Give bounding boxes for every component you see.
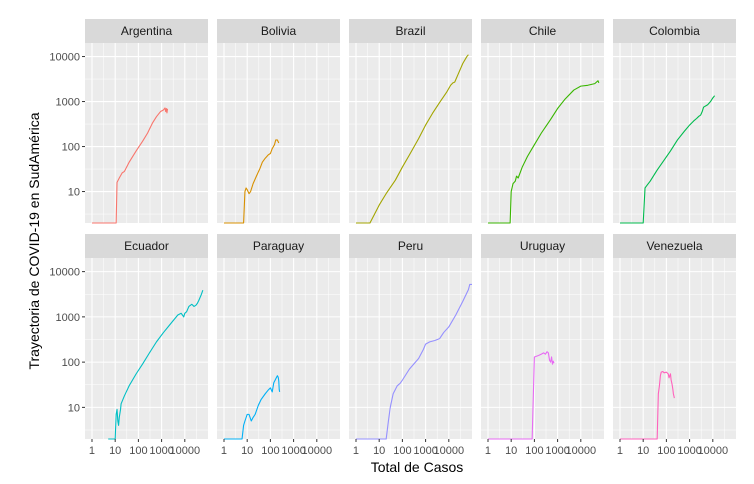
x-tick-label: 1 xyxy=(485,445,491,457)
facet-strip xyxy=(85,19,208,43)
x-tick-label: 100 xyxy=(657,445,675,457)
gridlines xyxy=(613,43,736,223)
facet-strip xyxy=(613,234,736,258)
y-tick-label: 1000 xyxy=(56,97,80,109)
series-line xyxy=(223,375,281,440)
facet-strip-label: Bolivia xyxy=(261,24,297,38)
x-tick-label: 1000 xyxy=(281,445,305,457)
facet-strip-label: Chile xyxy=(529,24,557,38)
y-tick-label: 10000 xyxy=(49,267,80,279)
series-line xyxy=(619,95,716,224)
series-line xyxy=(619,370,675,440)
facet-panel: Bolivia xyxy=(217,19,340,224)
facet-strip xyxy=(349,19,472,43)
facet-panel: Argentina xyxy=(82,19,208,224)
facet-panel: Brazil xyxy=(349,19,472,224)
series-line xyxy=(355,283,472,440)
x-tick-label: 10 xyxy=(109,445,121,457)
series-line xyxy=(108,289,204,440)
y-tick-label: 1000 xyxy=(56,312,80,324)
panel-background xyxy=(349,258,472,439)
series-line xyxy=(91,107,169,224)
facet-panel: Venezuela xyxy=(613,234,736,442)
panel-background xyxy=(481,43,604,223)
x-tick-label: 1 xyxy=(221,445,227,457)
facet-strip-label: Peru xyxy=(398,239,423,253)
y-axis-tick-labels: 10 100 1000 10000 10 100 1000 10000 xyxy=(49,52,80,415)
gridlines xyxy=(217,43,340,223)
series-line xyxy=(487,80,600,224)
gridlines xyxy=(613,258,736,439)
facet-strip-label: Colombia xyxy=(649,24,700,38)
y-tick-label: 100 xyxy=(62,357,80,369)
x-tick-label: 1000 xyxy=(677,445,701,457)
panel-background xyxy=(85,43,208,223)
x-tick-label: 100 xyxy=(129,445,147,457)
series-line xyxy=(355,54,469,224)
x-tick-label: 100 xyxy=(261,445,279,457)
panel-background xyxy=(217,258,340,439)
x-tick-label: 100 xyxy=(525,445,543,457)
x-axis-title: Total de Casos xyxy=(371,459,464,475)
x-tick-label: 1000 xyxy=(149,445,173,457)
gridlines xyxy=(481,43,604,223)
x-tick-label: 1000 xyxy=(413,445,437,457)
x-tick-label: 10 xyxy=(505,445,517,457)
gridlines xyxy=(349,43,472,223)
facet-strip xyxy=(217,234,340,258)
x-tick-label: 100 xyxy=(393,445,411,457)
x-tick-label: 10000 xyxy=(170,445,201,457)
x-tick-label: 1 xyxy=(617,445,623,457)
x-tick-label: 10 xyxy=(373,445,385,457)
facet-strip-label: Ecuador xyxy=(124,239,169,253)
x-tick-label: 10000 xyxy=(302,445,333,457)
x-tick-label: 10000 xyxy=(566,445,597,457)
x-tick-label: 10 xyxy=(241,445,253,457)
y-axis-title: Trayectoria de COVID-19 en SudAmérica xyxy=(26,112,42,369)
gridlines xyxy=(481,258,604,439)
facet-panel: Chile xyxy=(481,19,604,224)
series-line xyxy=(487,351,555,440)
x-tick-label: 1000 xyxy=(545,445,569,457)
facet-strip xyxy=(613,19,736,43)
gridlines xyxy=(85,258,208,439)
panel-background xyxy=(85,258,208,439)
panel-background xyxy=(217,43,340,223)
x-tick-label: 1 xyxy=(353,445,359,457)
gridlines xyxy=(85,43,208,223)
facet-strip-label: Venezuela xyxy=(646,239,702,253)
y-tick-label: 10000 xyxy=(49,52,80,64)
facet-panel: Uruguay xyxy=(481,234,604,442)
x-tick-label: 1 xyxy=(89,445,95,457)
series-line xyxy=(223,139,280,224)
facet-strip xyxy=(349,234,472,258)
facet-panels: Argentina Bolivia Brazil Chile Colombia Ecuad… xyxy=(82,19,736,442)
y-tick-label: 10 xyxy=(68,187,80,199)
panel-background xyxy=(349,43,472,223)
facet-strip-label: Paraguay xyxy=(253,239,304,253)
x-tick-label: 10000 xyxy=(698,445,729,457)
facet-panel: Ecuador xyxy=(82,234,208,442)
x-tick-label: 10 xyxy=(637,445,649,457)
facet-panel: Peru xyxy=(349,234,472,442)
panel-background xyxy=(613,43,736,223)
x-tick-label: 10000 xyxy=(434,445,465,457)
facet-strip xyxy=(85,234,208,258)
facet-panel: Paraguay xyxy=(217,234,340,442)
facet-strip-label: Brazil xyxy=(395,24,425,38)
facet-strip-label: Uruguay xyxy=(520,239,565,253)
panel-background xyxy=(481,258,604,439)
gridlines xyxy=(349,258,472,439)
facet-strip xyxy=(217,19,340,43)
y-tick-label: 100 xyxy=(62,142,80,154)
panel-background xyxy=(613,258,736,439)
facet-strip xyxy=(481,234,604,258)
y-tick-label: 10 xyxy=(68,402,80,414)
facet-strip-label: Argentina xyxy=(121,24,173,38)
facet-strip xyxy=(481,19,604,43)
facet-panel: Colombia xyxy=(613,19,736,224)
